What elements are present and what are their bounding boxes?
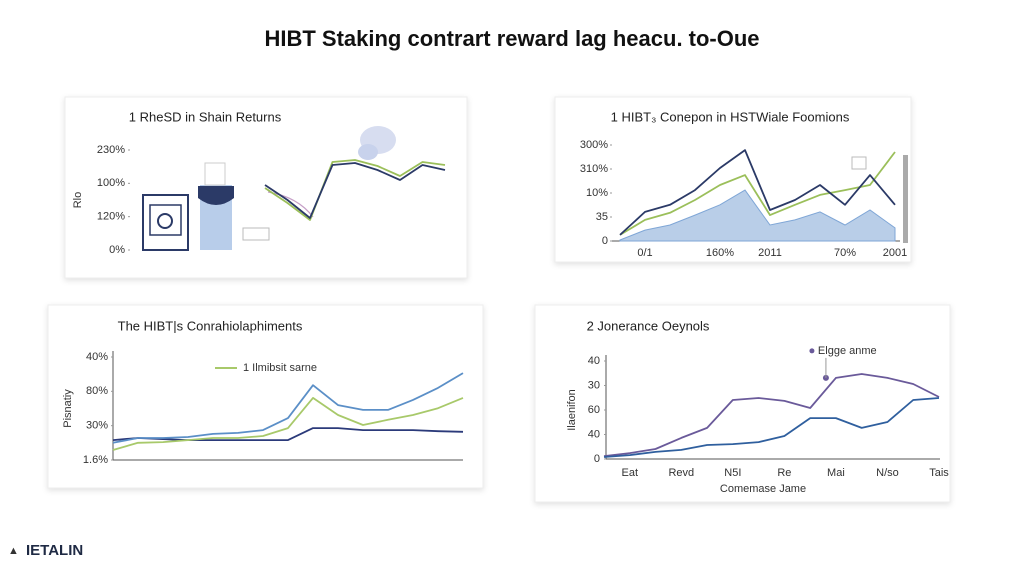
line <box>112 427 464 441</box>
y-tick-label: 40% <box>86 351 108 363</box>
y-tick-label: 0 <box>594 453 600 465</box>
y-tick-label: 0 <box>602 235 608 247</box>
line <box>603 397 940 458</box>
y-tick-label: 300% <box>580 139 608 151</box>
x-tick-label: Mai <box>827 467 845 479</box>
area <box>619 189 896 242</box>
chart-title: 1 HIBT₃ Conepon in HSTWiale Foomions <box>611 109 850 124</box>
annotation: Elgge anme <box>818 345 877 357</box>
y-tick-label: 1.6% <box>83 454 108 466</box>
y-tick-label: 60 <box>588 404 600 416</box>
panel <box>534 304 951 503</box>
chart-title: The HIBT|s Conrahiolaphiments <box>118 318 303 333</box>
y-tick-label: 35 <box>596 211 608 223</box>
y-tick-label: 120% <box>97 211 125 223</box>
line <box>264 162 446 219</box>
x-tick-label: Eat <box>622 467 639 479</box>
chart-title: 1 RhеSD in Shain Returns <box>129 109 282 124</box>
y-tick-label: 100% <box>97 177 125 189</box>
x-tick-label: N5I <box>724 467 741 479</box>
y-tick-label: 310% <box>580 163 608 175</box>
logo: IETALIN <box>26 542 83 559</box>
y-tick-label: 30 <box>588 379 600 391</box>
line <box>619 151 896 236</box>
x-tick-label: N/so <box>876 467 899 479</box>
x-axis-label: Comemase Jame <box>720 483 806 495</box>
y-tick-label: 10% <box>586 187 608 199</box>
charts: 1 RhеSD in Shain Returns 0% 120% 100% 230% Rl… <box>62 109 949 494</box>
x-tick-label: 160% <box>706 247 734 259</box>
x-tick-label: Revd <box>668 467 694 479</box>
y-tick-label: 0% <box>109 244 125 256</box>
x-tick-label: 70% <box>834 247 856 259</box>
y-tick-label: 230% <box>97 144 125 156</box>
x-tick-label: Re <box>777 467 791 479</box>
line <box>603 373 940 457</box>
panels <box>47 96 951 503</box>
logo-icon: ▲ <box>8 545 19 557</box>
panel <box>64 96 468 279</box>
x-tick-label: 0/1 <box>637 247 652 259</box>
line <box>619 149 896 236</box>
panel <box>47 304 484 489</box>
y-axis-label: Rlo <box>72 192 84 209</box>
line <box>112 372 464 444</box>
y-tick-label: 80% <box>86 385 108 397</box>
x-tick-label: Tais <box>929 467 949 479</box>
y-tick-label: 30% <box>86 420 108 432</box>
line <box>112 397 464 451</box>
y-axis-label: Pisnatiy <box>62 389 74 428</box>
y-tick-label: 40 <box>588 428 600 440</box>
x-tick-label: 2001 <box>883 247 907 259</box>
line <box>264 159 446 221</box>
x-tick-label: 2011 <box>758 247 782 259</box>
y-tick-label: 40 <box>588 355 600 367</box>
icons <box>142 126 908 251</box>
chart-title: 2 Jonerance Oeynols <box>587 318 710 333</box>
annotation-dot <box>809 348 815 354</box>
page-title: HIBT Staking contrart reward lag heacu. … <box>264 26 759 51</box>
y-axis-label: Ilaenifon <box>566 389 578 431</box>
legend-label: 1 Ilmibsit sarne <box>243 362 317 374</box>
